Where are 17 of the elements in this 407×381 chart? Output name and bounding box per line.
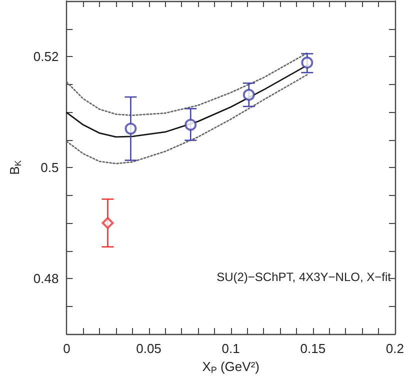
- point: [184, 118, 197, 131]
- x-tick-label: 0.2: [386, 341, 404, 356]
- y-tick-label: 0.48: [33, 271, 59, 286]
- y-tick-label: 0.5: [40, 160, 59, 175]
- annotation: SU(2)−SChPT, 4X3Y−NLO, X−fit: [216, 270, 392, 284]
- x-tick-label: 0.05: [136, 341, 162, 356]
- x-tick-label: 0.1: [222, 341, 240, 356]
- y-tick-label: 0.52: [33, 49, 59, 64]
- point: [301, 56, 314, 69]
- line-series: [66, 52, 309, 116]
- x-tick-label: 0: [63, 341, 70, 356]
- point: [124, 122, 137, 135]
- point: [102, 217, 114, 229]
- point: [242, 88, 255, 101]
- line-series: [66, 74, 309, 164]
- x-tick-label: 0.15: [300, 341, 326, 356]
- y-axis-title: BK: [7, 160, 23, 175]
